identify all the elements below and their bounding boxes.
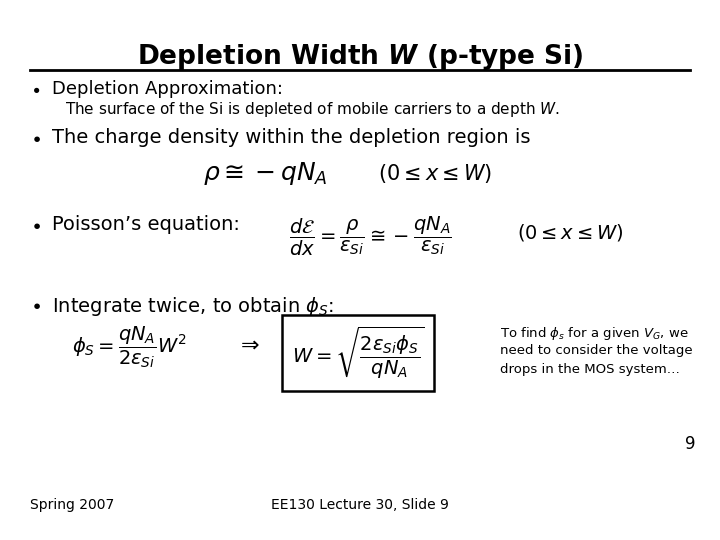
Text: $W = \sqrt{\dfrac{2\varepsilon_{Si}\phi_S}{qN_A}}$: $W = \sqrt{\dfrac{2\varepsilon_{Si}\phi_… <box>292 325 425 381</box>
Text: $\bullet$: $\bullet$ <box>30 295 41 314</box>
Text: $\bullet$: $\bullet$ <box>30 80 40 98</box>
Text: $(0 \leq x \leq W)$: $(0 \leq x \leq W)$ <box>517 222 624 243</box>
Text: $\bullet$: $\bullet$ <box>30 128 41 147</box>
Text: $(0 \leq x \leq W)$: $(0 \leq x \leq W)$ <box>378 162 492 185</box>
Text: $\rho \cong -qN_A$: $\rho \cong -qN_A$ <box>203 160 328 187</box>
Text: The charge density within the depletion region is: The charge density within the depletion … <box>52 128 531 147</box>
Text: need to consider the voltage: need to consider the voltage <box>500 344 693 357</box>
Text: drops in the MOS system…: drops in the MOS system… <box>500 363 680 376</box>
Text: $\phi_S = \dfrac{qN_A}{2\varepsilon_{Si}} W^2$: $\phi_S = \dfrac{qN_A}{2\varepsilon_{Si}… <box>73 325 188 370</box>
Text: Poisson’s equation:: Poisson’s equation: <box>52 215 240 234</box>
Text: $\dfrac{d\mathcal{E}}{dx} = \dfrac{\rho}{\varepsilon_{Si}} \cong -\dfrac{qN_A}{\: $\dfrac{d\mathcal{E}}{dx} = \dfrac{\rho}… <box>289 215 451 258</box>
Text: Depletion Approximation:: Depletion Approximation: <box>52 80 283 98</box>
Text: 9: 9 <box>685 435 695 453</box>
Text: $\bullet$: $\bullet$ <box>30 215 41 234</box>
Text: Depletion Width $\boldsymbol{W}$ (p-type Si): Depletion Width $\boldsymbol{W}$ (p-type… <box>137 42 583 72</box>
Text: Spring 2007: Spring 2007 <box>30 498 114 512</box>
Text: The surface of the Si is depleted of mobile carriers to a depth $W$.: The surface of the Si is depleted of mob… <box>65 100 560 119</box>
Text: To find $\phi_s$ for a given $V_G$, we: To find $\phi_s$ for a given $V_G$, we <box>500 325 689 342</box>
Text: $\Rightarrow$: $\Rightarrow$ <box>236 335 260 355</box>
Text: Integrate twice, to obtain $\phi_S$:: Integrate twice, to obtain $\phi_S$: <box>52 295 334 318</box>
Text: EE130 Lecture 30, Slide 9: EE130 Lecture 30, Slide 9 <box>271 498 449 512</box>
